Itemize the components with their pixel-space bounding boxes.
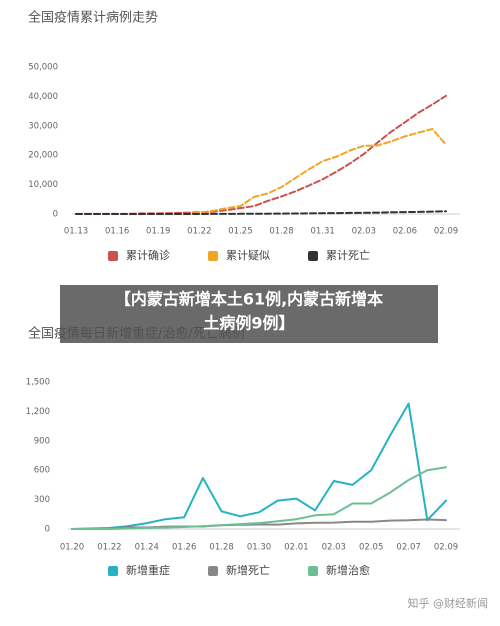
line-series — [71, 402, 447, 530]
x-tick-label: 02.03 — [352, 227, 376, 237]
legend-swatch — [108, 251, 118, 261]
line-series — [75, 128, 447, 215]
x-tick-label: 01.28 — [209, 543, 233, 553]
x-tick-label: 02.07 — [396, 543, 420, 553]
y-tick-label: 20,000 — [28, 151, 58, 161]
y-tick-label: 600 — [34, 466, 50, 476]
banner-bg — [60, 285, 438, 343]
y-tick-label: 300 — [34, 495, 50, 505]
legend-label: 新增死亡 — [226, 563, 270, 577]
x-tick-label: 01.25 — [228, 227, 252, 237]
line-series — [71, 466, 447, 530]
x-tick-label: 01.24 — [135, 543, 159, 553]
x-tick-label: 01.22 — [97, 543, 121, 553]
x-tick-label: 01.30 — [247, 543, 271, 553]
x-tick-label: 02.05 — [359, 543, 383, 553]
x-tick-label: 02.03 — [322, 543, 346, 553]
x-tick-label: 01.22 — [187, 227, 211, 237]
legend-swatch — [108, 566, 118, 576]
y-tick-label: 0 — [53, 210, 58, 220]
y-tick-label: 900 — [34, 436, 50, 446]
banner-text: 【内蒙古新增本土61例,内蒙古新增本 — [115, 290, 383, 309]
x-tick-label: 02.06 — [393, 227, 417, 237]
y-tick-label: 40,000 — [28, 92, 58, 102]
x-tick-label: 02.09 — [434, 227, 458, 237]
x-tick-label: 02.09 — [434, 543, 458, 553]
banner-text: 土病例9例】 — [203, 314, 294, 333]
x-tick-label: 01.13 — [64, 227, 88, 237]
x-tick-label: 01.16 — [105, 227, 129, 237]
legend-label: 累计确诊 — [126, 248, 170, 262]
legend-swatch — [208, 566, 218, 576]
x-tick-label: 01.28 — [269, 227, 293, 237]
x-tick-label: 01.20 — [60, 543, 84, 553]
legend-swatch — [308, 251, 318, 261]
line-series — [75, 210, 447, 215]
x-tick-label: 02.01 — [284, 543, 308, 553]
chart-title: 全国疫情累计病例走势 — [28, 10, 158, 26]
y-tick-label: 0 — [45, 525, 50, 535]
y-tick-label: 50,000 — [28, 63, 58, 73]
legend-label: 累计疑似 — [226, 249, 270, 262]
y-tick-label: 1,200 — [26, 407, 50, 417]
line-series — [75, 94, 447, 215]
x-tick-label: 01.19 — [146, 227, 170, 237]
y-tick-label: 30,000 — [28, 121, 58, 131]
legend-swatch — [308, 566, 318, 576]
watermark: 知乎 @财经新闻 — [408, 596, 489, 610]
x-tick-label: 01.26 — [172, 543, 196, 553]
y-tick-label: 10,000 — [28, 180, 58, 190]
y-tick-label: 1,500 — [26, 378, 50, 388]
legend-label: 新增重症 — [126, 563, 170, 577]
legend-label: 新增治愈 — [326, 563, 370, 577]
legend-label: 累计死亡 — [326, 248, 370, 262]
x-tick-label: 01.31 — [310, 227, 334, 237]
legend-swatch — [208, 251, 218, 261]
